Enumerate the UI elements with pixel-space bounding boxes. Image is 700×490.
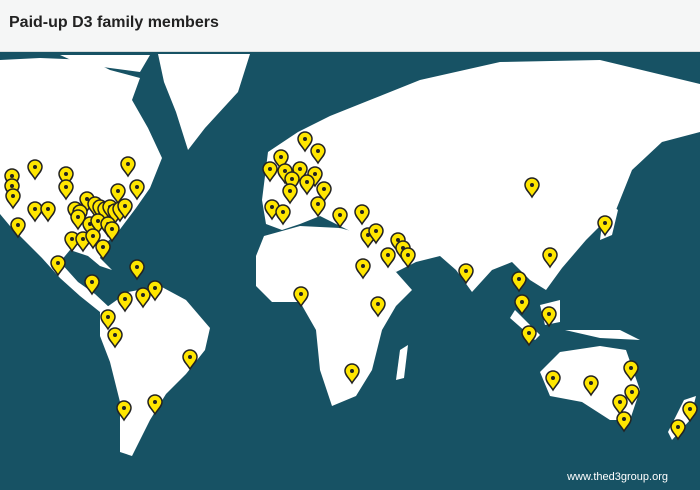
map-pin-icon[interactable] xyxy=(380,247,396,269)
map-pin-icon[interactable] xyxy=(27,201,43,223)
map-pin-icon[interactable] xyxy=(129,179,145,201)
header: Paid-up D3 family members xyxy=(0,0,700,52)
map-pin-icon[interactable] xyxy=(58,179,74,201)
map-pin-icon[interactable] xyxy=(616,411,632,433)
map-pin-icon[interactable] xyxy=(670,419,686,441)
map-pin-icon[interactable] xyxy=(58,166,74,188)
map-pin-icon[interactable] xyxy=(310,196,326,218)
map-pin-icon[interactable] xyxy=(310,143,326,165)
map-pin-icon[interactable] xyxy=(524,177,540,199)
map-pin-icon[interactable] xyxy=(40,201,56,223)
map-pin-icon[interactable] xyxy=(297,131,313,153)
map-pin-icon[interactable] xyxy=(597,215,613,237)
map-pin-icon[interactable] xyxy=(368,223,384,245)
page-title: Paid-up D3 family members xyxy=(9,14,219,31)
map-pin-icon[interactable] xyxy=(624,384,640,406)
madagascar xyxy=(396,345,408,380)
map-pin-icon[interactable] xyxy=(299,174,315,196)
map-pin-icon[interactable] xyxy=(129,259,145,281)
map-pin-icon[interactable] xyxy=(355,258,371,280)
map-pin-icon[interactable] xyxy=(117,198,133,220)
map-pin-icon[interactable] xyxy=(84,274,100,296)
map-pin-icon[interactable] xyxy=(95,239,111,261)
map-pin-icon[interactable] xyxy=(511,271,527,293)
website-credit[interactable]: www.thed3group.org xyxy=(567,471,668,483)
map-pin-icon[interactable] xyxy=(64,231,80,253)
map-pin-icon[interactable] xyxy=(120,156,136,178)
map-pin-icon[interactable] xyxy=(354,204,370,226)
north-america xyxy=(0,58,162,312)
map-pin-icon[interactable] xyxy=(682,401,698,423)
map-pin-icon[interactable] xyxy=(100,309,116,331)
map-pin-icon[interactable] xyxy=(316,181,332,203)
map-pin-icon[interactable] xyxy=(107,327,123,349)
arctic-islands xyxy=(60,55,150,72)
map-pin-icon[interactable] xyxy=(458,263,474,285)
map-pin-icon[interactable] xyxy=(273,149,289,171)
map-pin-icon[interactable] xyxy=(135,287,151,309)
map-pin-icon[interactable] xyxy=(182,349,198,371)
map-pin-icon[interactable] xyxy=(116,400,132,422)
map-pin-icon[interactable] xyxy=(400,247,416,269)
map-pin-icon[interactable] xyxy=(27,159,43,181)
member-markers xyxy=(4,131,698,441)
map-pin-icon[interactable] xyxy=(514,294,530,316)
greenland xyxy=(158,54,250,150)
map-pin-icon[interactable] xyxy=(293,286,309,308)
map-pin-icon[interactable] xyxy=(147,394,163,416)
map-pin-icon[interactable] xyxy=(332,207,348,229)
map-pin-icon[interactable] xyxy=(292,161,308,183)
map-pin-icon[interactable] xyxy=(623,360,639,382)
map-pin-icon[interactable] xyxy=(110,183,126,205)
world-map[interactable] xyxy=(0,52,700,490)
map-pin-icon[interactable] xyxy=(262,161,278,183)
map-pin-icon[interactable] xyxy=(541,306,557,328)
map-pin-icon[interactable] xyxy=(275,204,291,226)
map-pin-icon[interactable] xyxy=(147,280,163,302)
map-pin-icon[interactable] xyxy=(583,375,599,397)
map-pin-icon[interactable] xyxy=(10,217,26,239)
map-pin-icon[interactable] xyxy=(282,183,298,205)
map-pin-icon[interactable] xyxy=(50,255,66,277)
map-pin-icon[interactable] xyxy=(117,291,133,313)
map-pin-icon[interactable] xyxy=(542,247,558,269)
map-pin-icon[interactable] xyxy=(104,221,120,243)
map-pin-icon[interactable] xyxy=(370,296,386,318)
map-pin-icon[interactable] xyxy=(344,363,360,385)
map-pin-icon[interactable] xyxy=(545,370,561,392)
south-america xyxy=(100,286,210,456)
africa xyxy=(256,226,412,406)
map-pin-icon[interactable] xyxy=(612,394,628,416)
map-pin-icon[interactable] xyxy=(521,325,537,347)
map-pin-icon[interactable] xyxy=(5,188,21,210)
